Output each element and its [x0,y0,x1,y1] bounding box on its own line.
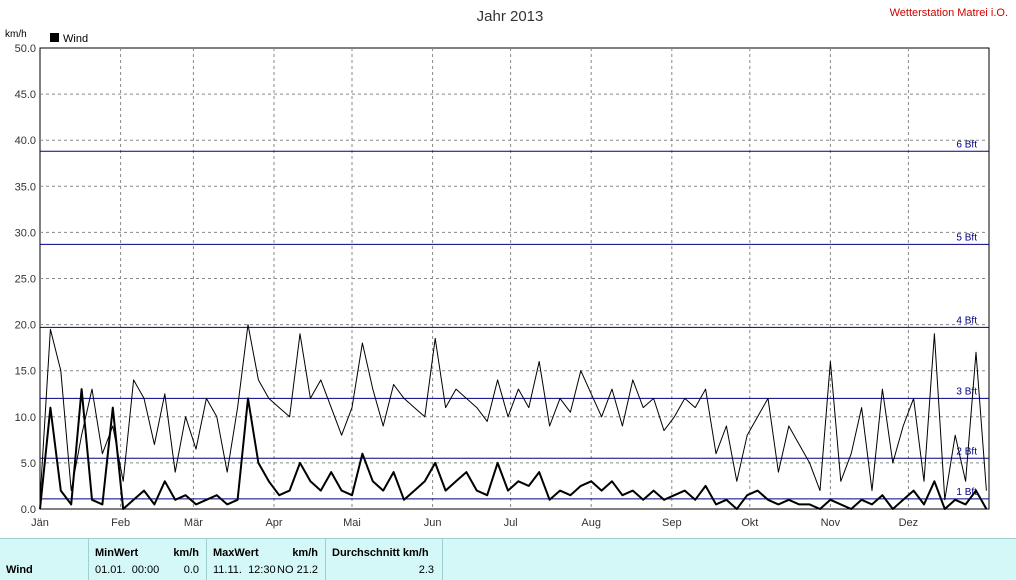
y-tick-label: 0.0 [21,504,36,516]
series [39,324,988,510]
x-tick-label: Nov [821,517,841,529]
y-tick-label: 10.0 [15,412,36,424]
stats-row-label-cell: Wind [0,539,88,580]
min-datetime: 01.01. 00:00 [95,564,160,576]
max-cell: MaxWert km/h 11.11. 12:30 NO 21.2 [206,539,326,580]
series-line-thin [39,324,987,501]
chart-title: Jahr 2013 [477,8,544,25]
station-name: Wetterstation Matrei i.O. [890,7,1008,19]
y-tick-label: 30.0 [15,227,36,239]
max-datetime: 11.11. 12:30 [213,564,276,576]
min-label: MinWert [95,547,139,559]
beaufort-label: 2 Bft [956,446,977,457]
x-tick-label: Apr [265,517,282,529]
x-tick-label: Sep [662,517,682,529]
y-tick-label: 5.0 [21,458,36,470]
min-cell: MinWert km/h 01.01. 00:00 0.0 [88,539,207,580]
beaufort-label: 5 Bft [956,232,977,243]
beaufort-label: 4 Bft [956,315,977,326]
x-tick-label: Jul [504,517,518,529]
x-tick-label: Mai [343,517,361,529]
y-tick-label: 15.0 [15,366,36,378]
x-tick-label: Aug [581,517,601,529]
x-tick-label: Jun [424,517,442,529]
max-label: MaxWert [213,547,259,559]
beaufort-label: 1 Bft [956,487,977,498]
stats-row-label: Wind [6,564,33,576]
y-axis-ticks: 0.0 5.0 10.0 15.0 20.0 25.0 30.0 35.0 40.0 45.0 50… [15,43,36,516]
y-tick-label: 50.0 [15,43,36,55]
min-value: 0.0 [183,564,199,576]
y-tick-label: 45.0 [15,89,36,101]
legend-label: Wind [63,33,88,45]
y-tick-label: 20.0 [15,320,36,332]
avg-cell: Durchschnitt km/h 2.3 [325,539,443,580]
x-tick-label: Dez [899,517,919,529]
x-tick-label: Mär [184,517,203,529]
beaufort-lines: 1 Bft 2 Bft 3 Bft 4 Bft 5 Bft 6 Bft [40,139,989,500]
beaufort-label: 6 Bft [956,139,977,150]
series-line-thick [39,388,988,510]
y-tick-label: 25.0 [15,274,36,286]
y-tick-label: 40.0 [15,135,36,147]
x-tick-label: Jän [31,517,49,529]
avg-label: Durchschnitt km/h [332,547,429,559]
y-tick-label: 35.0 [15,181,36,193]
x-tick-label: Okt [741,517,758,529]
min-unit: km/h [173,547,199,559]
x-tick-label: Feb [111,517,130,529]
legend-swatch [50,33,59,42]
beaufort-label: 3 Bft [956,386,977,397]
grid [40,48,989,509]
legend: Wind [50,33,88,45]
statistics-bar: Wind MinWert km/h 01.01. 00:00 0.0 MaxWe… [0,538,1016,580]
avg-value: 2.3 [418,564,434,576]
max-unit: km/h [292,547,318,559]
y-axis-unit: km/h [5,29,27,40]
x-axis-ticks: Jän Feb Mär Apr Mai Jun Jul Aug Sep Okt Nov Dez [31,517,918,529]
max-value: NO 21.2 [277,564,318,576]
wind-chart: Jahr 2013 Wetterstation Matrei i.O. km/h… [5,7,1008,529]
